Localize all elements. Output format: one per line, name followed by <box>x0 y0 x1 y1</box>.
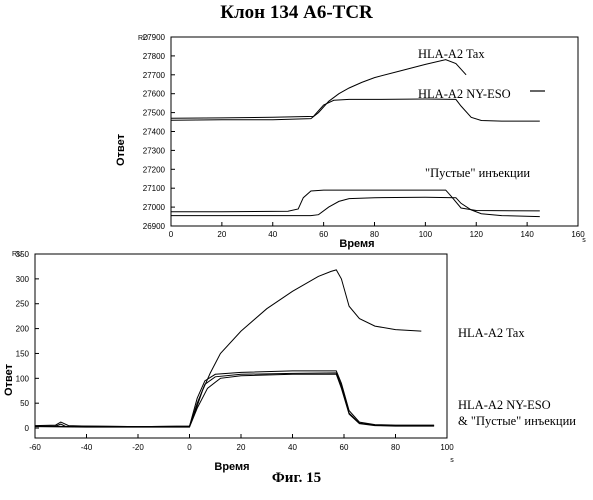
chart2-series-annotation-1: HLA-A2 Tax <box>458 326 525 340</box>
chart1-y-tick-label: 27300 <box>143 146 166 155</box>
chart1-series-annotation-3: "Пустые" инъекции <box>425 166 530 180</box>
chart2-series-line-2 <box>35 371 434 427</box>
chart2-series-annotation-2: HLA-A2 NY-ESO <box>458 398 551 412</box>
chart1-series-annotation-2: HLA-A2 NY-ESO <box>418 87 511 101</box>
chart1-y-tick-label: 27700 <box>143 71 166 80</box>
chart1-y-tick-label: 27800 <box>143 52 166 61</box>
chart1-x-tick-label: 40 <box>268 230 277 239</box>
chart2-series-line-3 <box>35 373 434 427</box>
chart1-x-tick-label: 140 <box>520 230 534 239</box>
chart2-x-tick-label: 100 <box>440 443 454 452</box>
chart2-y-tick-label: 300 <box>16 275 30 284</box>
chart2-y-unit: RU <box>12 251 22 258</box>
chart1-y-tick-label: 27100 <box>143 184 166 193</box>
chart2-x-tick-label: 20 <box>237 443 246 452</box>
chart2-y-tick-label: 100 <box>16 374 30 383</box>
chart1-y-tick-label: 27500 <box>143 109 166 118</box>
chart2-y-tick-label: 250 <box>16 300 30 309</box>
chart1-x-tick-label: 60 <box>319 230 328 239</box>
chart1-y-tick-label: 27200 <box>143 165 166 174</box>
chart1-series-line-2 <box>171 99 540 121</box>
chart2-y-axis-title: Ответ <box>3 363 15 396</box>
chart2-series-line-4 <box>35 374 434 427</box>
chart1-y-tick-label: 27400 <box>143 128 166 137</box>
chart2-x-unit: s <box>450 457 454 464</box>
chart1-series-line-3 <box>171 190 540 212</box>
chart1-y-tick-label: 27600 <box>143 90 166 99</box>
chart1-y-tick-label: 26900 <box>143 222 166 231</box>
chart1-series-line-4 <box>171 197 540 216</box>
chart1-x-axis-title: Время <box>339 238 374 250</box>
chart1-x-tick-label: 20 <box>217 230 226 239</box>
chart2-y-tick-label: 50 <box>20 399 29 408</box>
chart2-series-line-1 <box>35 270 421 427</box>
chart1-x-tick-label: 0 <box>169 230 174 239</box>
chart1-y-axis-title: Ответ <box>115 133 127 166</box>
chart1-x-tick-label: 120 <box>470 230 484 239</box>
chart2-x-tick-label: 0 <box>187 443 192 452</box>
chart2-series-annotation-3: & "Пустые" инъекции <box>458 414 576 428</box>
chart1-x-unit: s <box>582 237 586 244</box>
chart1-series-annotation-1: HLA-A2 Tax <box>418 47 485 61</box>
chart2-y-tick-label: 200 <box>16 325 30 334</box>
chart2-y-tick-label: 0 <box>25 424 30 433</box>
chart2-x-tick-label: 40 <box>288 443 297 452</box>
chart1-y-unit: RU <box>138 35 148 42</box>
chart1-x-tick-label: 100 <box>419 230 433 239</box>
chart2-x-tick-label: -60 <box>29 443 41 452</box>
figure-caption: Фиг. 15 <box>0 470 593 487</box>
chart1-y-tick-label: 27000 <box>143 203 166 212</box>
chart2-x-tick-label: -40 <box>81 443 93 452</box>
chart2-x-tick-label: -20 <box>132 443 144 452</box>
chart2-x-tick-label: 80 <box>391 443 400 452</box>
chart2-plot-frame <box>35 254 447 438</box>
chart2-x-tick-label: 60 <box>340 443 349 452</box>
chart2-y-tick-label: 150 <box>16 349 30 358</box>
